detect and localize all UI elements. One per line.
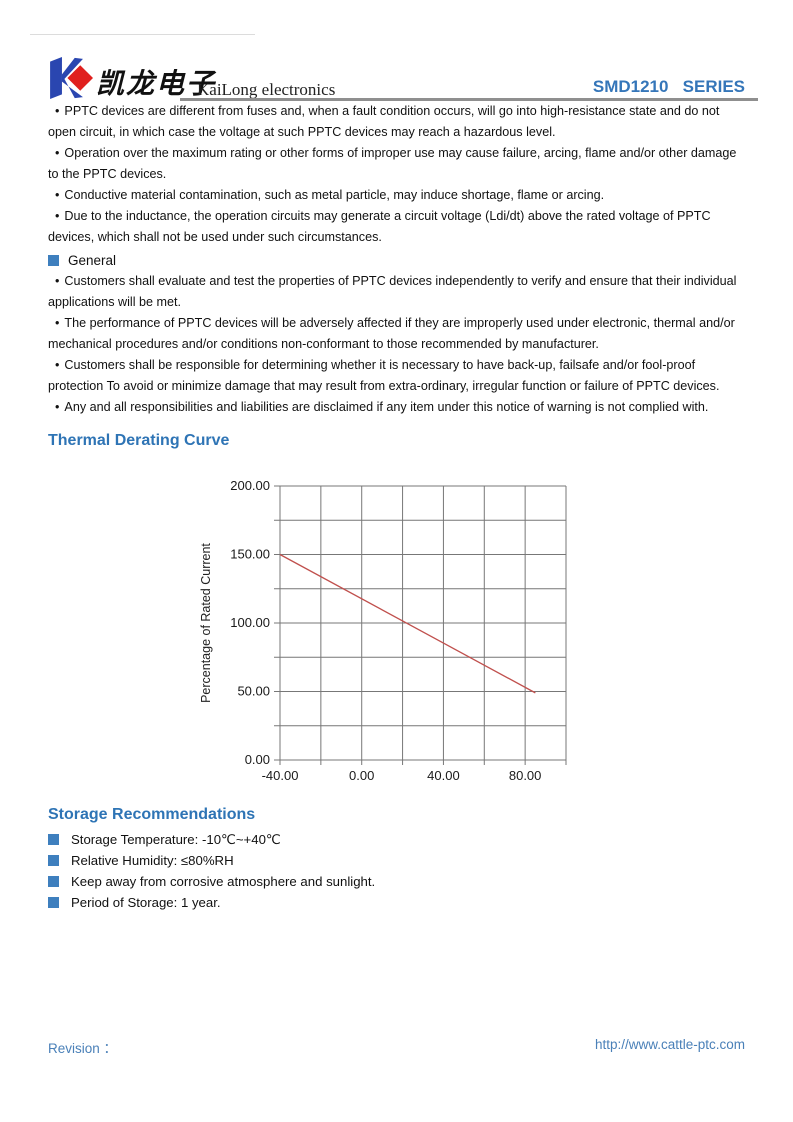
website-link[interactable]: http://www.cattle-ptc.com (594, 1037, 745, 1052)
storage-item: Relative Humidity: ≤80%RH (48, 850, 608, 871)
kailong-logo-icon (50, 57, 93, 99)
warning-item: • Operation over the maximum rating or ot… (48, 143, 748, 185)
brand-english-text: KaiLong electronics (197, 80, 336, 99)
general-item: • The performance of PPTC devices will be… (48, 313, 748, 355)
y-axis-title: Percentage of Rated Current (199, 543, 213, 703)
blue-square-bullet-icon (48, 897, 59, 908)
blue-square-bullet-icon (48, 834, 59, 845)
bullet-dot-icon: • (55, 104, 60, 118)
warning-item: • Due to the inductance, the operation ci… (48, 206, 748, 248)
bullet-dot-icon: • (55, 274, 60, 288)
body-text-block: • PPTC devices are different from fuses a… (48, 101, 748, 418)
storage-text: Keep away from corrosive atmosphere and … (71, 874, 376, 889)
storage-text: Period of Storage: 1 year. (71, 895, 221, 910)
general-text: The performance of PPTC devices will be … (48, 316, 735, 351)
x-tick-label: 0.00 (349, 768, 374, 783)
thermal-derating-chart-svg: -40.00 0.00 40.00 80.000.0050.00100.00150.0… (199, 478, 567, 783)
warning-text: Due to the inductance, the operation cir… (48, 209, 711, 244)
bullet-dot-icon: • (55, 146, 60, 160)
general-section-heading: General (48, 251, 748, 270)
storage-recommendations-heading: Storage Recommendations (48, 806, 256, 823)
x-tick-label: -40.00 (262, 768, 299, 783)
warning-item: • Conductive material contamination, such… (48, 185, 748, 206)
warning-text: Conductive material contamination, such … (64, 188, 605, 202)
revision-label: Revision ： (48, 1041, 118, 1056)
header-divider (180, 98, 758, 101)
warning-text: PPTC devices are different from fuses an… (48, 104, 720, 139)
blue-square-bullet-icon (48, 855, 59, 866)
thermal-derating-heading: Thermal Derating Curve (48, 432, 230, 449)
storage-item: Period of Storage: 1 year. (48, 892, 608, 913)
general-item: • Customers shall evaluate and test the p… (48, 271, 748, 313)
bullet-dot-icon: • (55, 358, 60, 372)
bullet-dot-icon: • (55, 209, 60, 223)
general-text: Customers shall be responsible for deter… (48, 358, 720, 393)
y-tick-label: 200.00 (230, 478, 270, 493)
storage-item: Storage Temperature: -10℃~+40℃ (48, 829, 608, 850)
general-item: • Any and all responsibilities and liabil… (48, 397, 748, 418)
blue-square-bullet-icon (48, 876, 59, 887)
general-title: General (68, 253, 117, 268)
blue-square-bullet-icon (48, 255, 59, 266)
storage-item: Keep away from corrosive atmosphere and … (48, 871, 608, 892)
bullet-dot-icon: • (55, 316, 60, 330)
x-tick-label: 40.00 (427, 768, 460, 783)
storage-list: Storage Temperature: -10℃~+40℃ Relative … (48, 829, 608, 913)
general-text: Customers shall evaluate and test the pr… (48, 274, 737, 309)
bullet-dot-icon: • (55, 188, 60, 202)
y-tick-label: 150.00 (230, 547, 270, 562)
storage-text: Storage Temperature: -10℃~+40℃ (71, 832, 281, 847)
bullet-dot-icon: • (55, 400, 60, 414)
general-item: • Customers shall be responsible for dete… (48, 355, 748, 397)
y-tick-label: 0.00 (245, 752, 270, 767)
scan-artifact-line (30, 34, 255, 35)
storage-text: Relative Humidity: ≤80%RH (71, 853, 234, 868)
y-tick-label: 50.00 (237, 684, 270, 699)
warning-text: Operation over the maximum rating or oth… (48, 146, 737, 181)
warning-item: • PPTC devices are different from fuses a… (48, 101, 748, 143)
thermal-derating-chart: -40.00 0.00 40.00 80.00 0.00 50.00 100.00 150.0… (190, 462, 590, 797)
brand-chinese-text: 凯龙电子 (96, 68, 217, 99)
y-tick-label: 100.00 (230, 615, 270, 630)
derating-line (279, 553, 536, 694)
x-tick-label: 80.00 (509, 768, 542, 783)
general-text: Any and all responsibilities and liabili… (64, 400, 709, 414)
series-title: SMD1210 SERIES (592, 77, 745, 96)
